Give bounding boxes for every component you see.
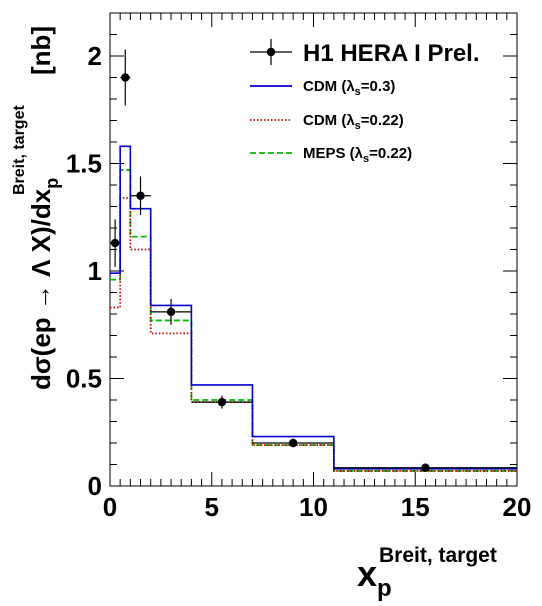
axis-ticks xyxy=(109,12,518,487)
data-point-marker xyxy=(288,438,298,448)
y-tick-label: 0 xyxy=(88,471,102,501)
x-tick-label: 10 xyxy=(299,492,328,522)
legend-label-data: H1 HERA I Prel. xyxy=(303,40,480,67)
data-point-marker xyxy=(136,191,145,200)
data-point-marker xyxy=(121,73,130,82)
y-axis-unit: [nb] xyxy=(26,26,56,75)
x-tick-label: 0 xyxy=(103,492,117,522)
x-axis-title: xp xyxy=(357,553,392,602)
data-point-marker xyxy=(421,463,430,472)
data-point-marker xyxy=(217,397,227,407)
data-points xyxy=(110,49,517,472)
x-tick-label: 5 xyxy=(205,492,219,522)
x-tick-label: 15 xyxy=(401,492,430,522)
x-tick-label: 20 xyxy=(503,492,532,522)
data-point-marker xyxy=(110,238,120,248)
y-tick-label: 0.5 xyxy=(66,364,102,394)
legend-data-marker xyxy=(266,47,276,57)
data-point-marker xyxy=(166,307,176,317)
x-axis-title-superscript: Breit, target xyxy=(379,544,497,567)
legend-label-solid: CDM (λs=0.3) xyxy=(303,78,395,98)
tick-labels: 0 5 10 15 20 0 0.5 1 1.5 2 xyxy=(66,41,532,522)
y-axis-title-superscript: Breit, target xyxy=(11,105,28,195)
y-axis-title: dσ(ep → Λ X)/dxp xyxy=(26,178,62,390)
legend-label-dashed: MEPS (λs=0.22) xyxy=(303,145,412,165)
legend: H1 HERA I Prel. CDM (λs=0.3) CDM (λs=0.22)… xyxy=(250,39,480,165)
y-tick-label: 1 xyxy=(88,256,102,286)
y-tick-label: 1.5 xyxy=(66,149,102,179)
y-tick-label: 2 xyxy=(88,41,102,71)
legend-label-dotted: CDM (λs=0.22) xyxy=(303,112,404,132)
histogram-dotted xyxy=(110,197,517,472)
